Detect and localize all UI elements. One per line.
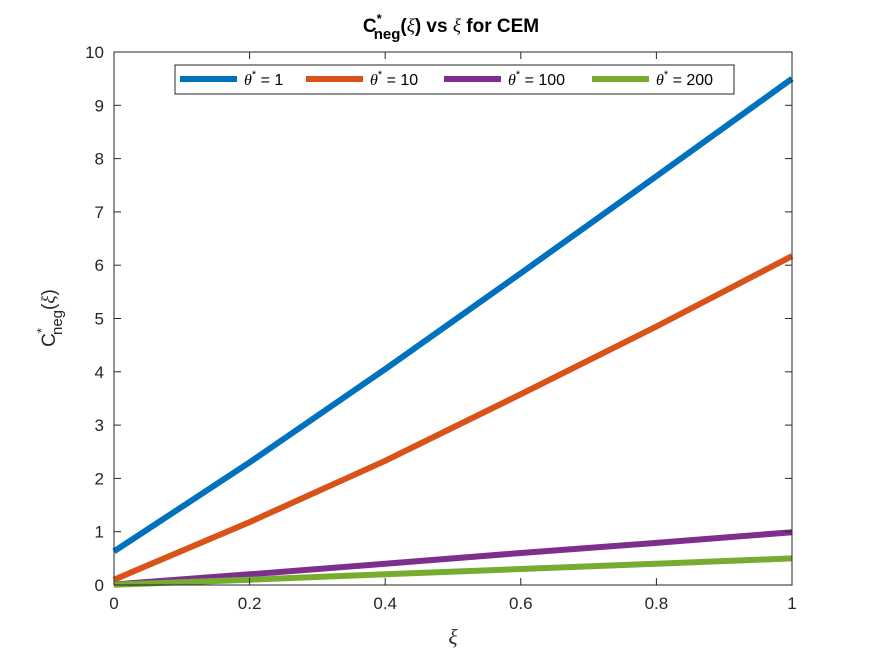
y-tick-label: 9: [95, 96, 104, 115]
y-tick-label: 8: [95, 150, 104, 169]
series-line-1: [112, 76, 794, 554]
series-layer: [112, 76, 794, 588]
legend: θ* = 1 θ* = 10 θ* = 100 θ* = 200: [174, 64, 735, 95]
chart-title: C* neg(ξ) vs ξ for CEM: [363, 11, 539, 43]
legend-label-1: θ* = 1: [244, 69, 283, 89]
x-tick-label: 0.6: [509, 594, 533, 613]
legend-label-4: θ* = 200: [656, 69, 713, 89]
y-axis-label: C*neg(ξ): [34, 289, 66, 347]
x-tick-label: 1: [787, 594, 796, 613]
y-tick-label: 5: [95, 310, 104, 329]
y-tick-label: 6: [95, 256, 104, 275]
series-line-3: [113, 529, 793, 588]
y-tick-label: 3: [95, 416, 104, 435]
y-tick-label: 10: [85, 43, 104, 62]
series-line-2: [112, 253, 794, 583]
x-tick-label: 0: [109, 594, 118, 613]
y-tick-label: 2: [95, 469, 104, 488]
y-tick-label: 7: [95, 203, 104, 222]
x-tick-label: 0.4: [373, 594, 397, 613]
y-tick-label: 4: [95, 363, 104, 382]
x-axis-label: ξ: [449, 625, 458, 649]
x-tick-label: 0.2: [238, 594, 262, 613]
legend-label-2: θ* = 10: [370, 69, 418, 89]
y-tick-label: 1: [95, 523, 104, 542]
x-tick-label: 0.8: [645, 594, 669, 613]
series-line-4: [113, 555, 793, 588]
legend-items: θ* = 1 θ* = 10 θ* = 100 θ* = 200: [180, 69, 713, 89]
y-tick-label: 0: [95, 576, 104, 595]
legend-label-3: θ* = 100: [508, 69, 565, 89]
